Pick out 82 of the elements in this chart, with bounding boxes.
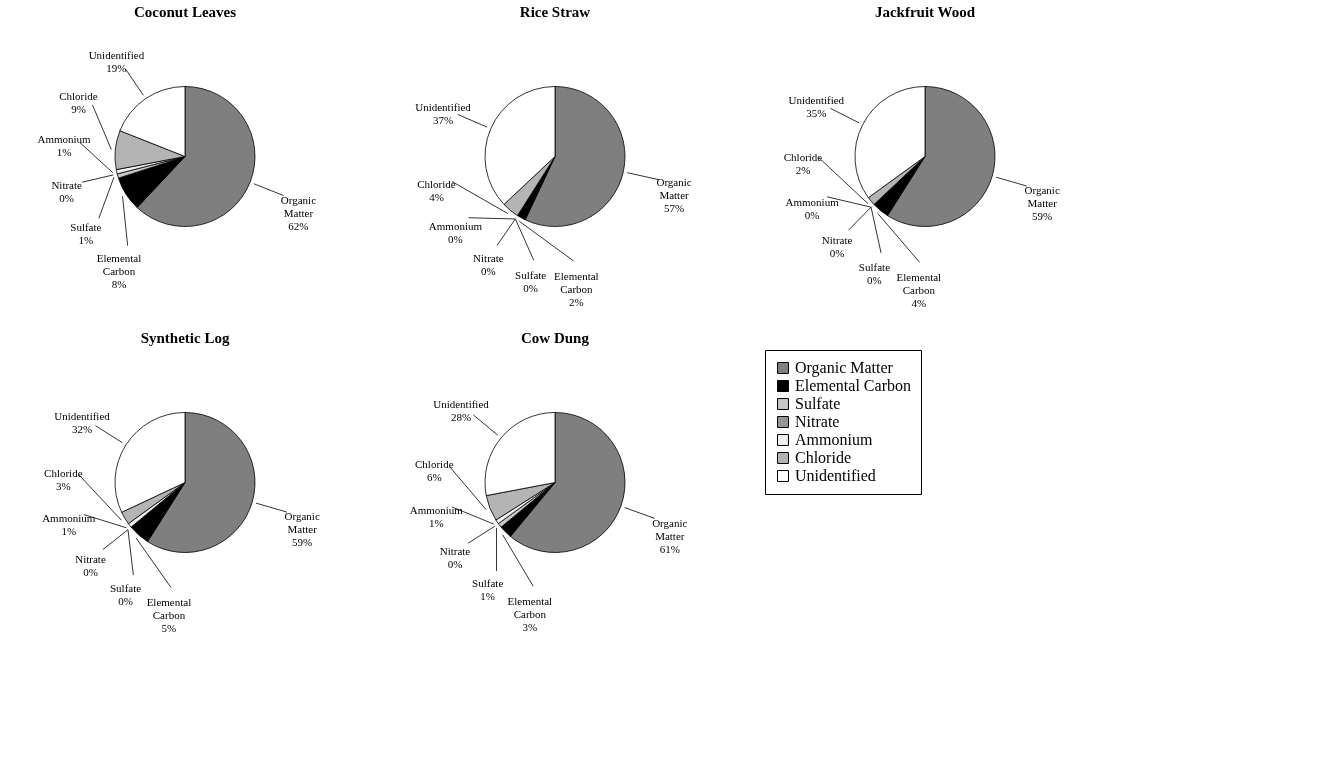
category-label: Sulfate <box>515 269 547 282</box>
slice-label: Chloride <box>59 90 98 103</box>
slice-label: Unidentified <box>433 397 490 410</box>
data-label: 2% <box>569 295 584 308</box>
slice-label: Sulfate <box>70 220 102 233</box>
data-label: 3% <box>55 480 71 493</box>
category-label: Ammonium <box>785 195 839 208</box>
slice-label: Chloride <box>417 178 456 191</box>
data-label: 3% <box>522 620 538 633</box>
legend-label: Ammonium <box>428 219 483 232</box>
data-label: 37% <box>432 114 454 127</box>
chart-title: Jackfruit Wood <box>874 4 976 20</box>
data-label: 35% <box>806 107 827 120</box>
text: 0% <box>804 208 820 221</box>
slice-label: Elemental Carbon <box>896 271 942 297</box>
slice-label: Organic Matter <box>280 194 317 220</box>
legend-label: Ammonium <box>795 431 873 448</box>
data-label: 32% <box>71 423 93 436</box>
legend-label: Nitrate <box>473 251 504 264</box>
chart-title: Synthetic Log <box>140 330 230 346</box>
data-label: 5% <box>161 622 177 635</box>
text: 0% <box>829 247 845 260</box>
slice-label: Elemental Carbon <box>146 596 192 622</box>
slice-label: Organic Matter <box>652 516 688 542</box>
data-label: 6% <box>426 470 442 483</box>
data-label: 57% <box>663 202 685 215</box>
slice-label: Elemental Carbon <box>96 252 142 278</box>
text: 0% <box>447 558 463 571</box>
slice-label: Ammonium <box>409 503 464 516</box>
slice-label: Ammonium <box>42 512 96 525</box>
text: 0% <box>59 192 74 205</box>
legend-label: Unidentified <box>795 467 876 484</box>
legend-label: Nitrate <box>75 552 106 565</box>
data-label: 61% <box>659 542 680 555</box>
slice-label: Organic Matter <box>656 176 692 202</box>
slice-label: Organic Matter <box>284 509 320 535</box>
slice-label: Chloride <box>783 151 823 164</box>
text: 0% <box>83 565 98 578</box>
slice-label: Unidentified <box>54 410 111 423</box>
slice-label: Ammonium <box>37 133 92 146</box>
data-label: 59% <box>1032 209 1053 222</box>
text: 0% <box>448 232 463 245</box>
data-label: 4% <box>429 191 444 204</box>
slice-label: Unidentified <box>788 94 845 107</box>
slice-label: Unidentified <box>88 48 145 61</box>
text: 0% <box>523 282 538 295</box>
legend-label: Nitrate <box>51 179 83 192</box>
slice-label: Organic Matter <box>1024 183 1060 209</box>
legend-label: Chloride <box>795 449 851 466</box>
data-label: 62% <box>288 220 309 233</box>
chart-title: Cow Dung <box>521 329 590 346</box>
data-label: 8% <box>111 278 127 291</box>
legend-label: Elemental Carbon <box>795 377 911 394</box>
data-label: 1% <box>56 146 72 159</box>
category-label: Sulfate <box>858 260 891 273</box>
data-label: 1% <box>480 590 496 603</box>
legend-label: Nitrate <box>821 234 853 247</box>
slice-label: Chloride <box>415 457 454 470</box>
category-label: Sulfate <box>109 582 142 595</box>
text: 0% <box>118 595 133 608</box>
data-label: 28% <box>450 410 472 423</box>
text: 0% <box>481 264 496 277</box>
data-label: 19% <box>106 61 127 74</box>
slice-label: Elemental Carbon <box>554 269 599 295</box>
text: 0% <box>867 273 882 286</box>
data-label: 2% <box>795 164 811 177</box>
data-label: 1% <box>78 233 94 246</box>
chart-title: Rice Straw <box>519 4 591 20</box>
data-label: 4% <box>911 297 927 310</box>
data-label: 9% <box>71 103 86 116</box>
chart-title: Coconut Leaves <box>133 4 237 20</box>
data-label: 1% <box>428 516 444 529</box>
category-label: Nitrate <box>439 545 471 558</box>
legend-label: Nitrate <box>795 413 840 430</box>
legend-label: Organic Matter <box>795 359 894 377</box>
legend-label: Sulfate <box>795 395 841 412</box>
slice-label: Unidentified <box>415 101 472 114</box>
data-label: 1% <box>61 525 77 538</box>
slice-label: Elemental Carbon <box>507 594 553 620</box>
slice-label: Sulfate <box>472 577 504 590</box>
slice-label: Chloride <box>44 467 83 480</box>
data-label: 59% <box>292 535 313 548</box>
